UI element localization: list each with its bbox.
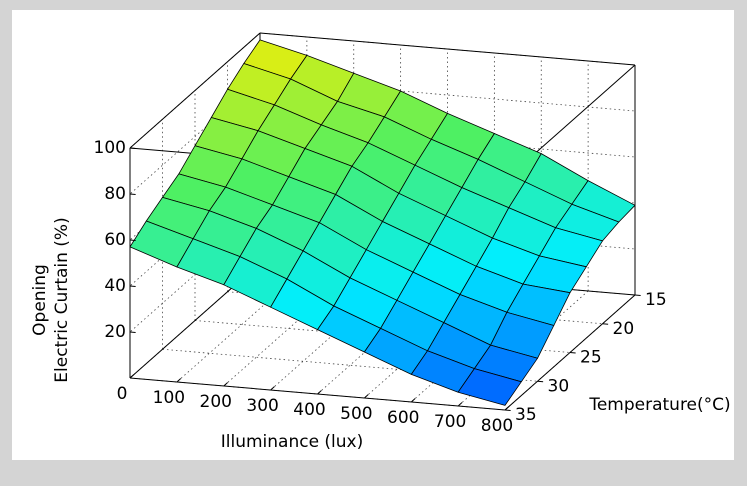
z-axis-label-line: Opening — [30, 264, 50, 336]
tick-mark — [223, 382, 228, 387]
x-tick-label: 200 — [200, 392, 232, 412]
x-axis-label: Illuminance (lux) — [221, 432, 364, 452]
tick-mark — [410, 398, 416, 403]
y-tick-label: 15 — [645, 290, 667, 310]
axis-box-edge — [129, 32, 261, 149]
tick-mark — [364, 394, 369, 399]
x-tick-label: 100 — [153, 388, 185, 408]
tick-mark — [457, 402, 463, 407]
tick-mark — [504, 406, 510, 411]
x-tick-label: 600 — [387, 408, 419, 428]
tick-mark — [270, 386, 275, 391]
x-tick-label: 0 — [117, 384, 128, 404]
tick-mark — [129, 374, 135, 379]
y-tick-label: 25 — [580, 348, 602, 368]
x-tick-label: 700 — [434, 412, 466, 432]
x-tick-label: 400 — [293, 400, 325, 420]
z-tick-label: 100 — [94, 138, 126, 158]
z-tick-label: 40 — [104, 276, 126, 296]
tick-mark — [176, 378, 182, 383]
z-tick-label: 60 — [104, 230, 126, 250]
tick-mark — [317, 390, 322, 395]
y-tick-label: 35 — [515, 405, 537, 425]
y-tick-label: 20 — [613, 319, 635, 339]
y-axis-label: Temperature(°C) — [588, 395, 730, 415]
x-tick-label: 300 — [246, 396, 278, 416]
y-tick-label: 30 — [548, 376, 570, 396]
z-axis-label: Opening Electric Curtain (%) — [30, 217, 72, 382]
axis-box-edge — [259, 32, 636, 66]
grid-line — [129, 216, 261, 333]
x-tick-label: 800 — [481, 416, 513, 436]
grid-line — [223, 270, 355, 387]
z-tick-label: 80 — [104, 184, 126, 204]
z-tick-label: 20 — [104, 322, 126, 342]
x-tick-label: 500 — [340, 404, 372, 424]
grid-line — [129, 78, 261, 195]
grid-line — [176, 266, 308, 383]
surface-patch — [457, 368, 522, 406]
z-axis-label-line: Electric Curtain (%) — [52, 217, 72, 382]
